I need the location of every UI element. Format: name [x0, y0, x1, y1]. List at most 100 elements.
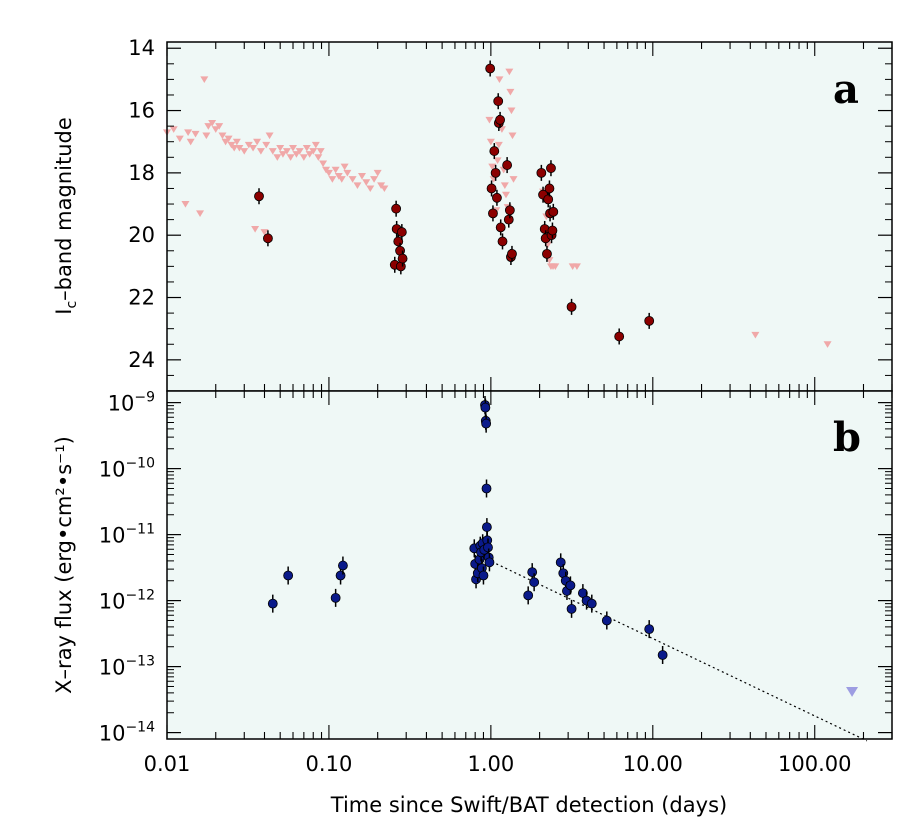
detection-point [391, 203, 402, 214]
panel-b-marks [267, 396, 868, 742]
detection-point [493, 96, 504, 107]
detection-point [543, 194, 554, 205]
detection-point [523, 590, 534, 601]
upper-limit-triangle [370, 176, 379, 183]
y-tick-label: 24 [128, 348, 155, 372]
detection-point [565, 580, 576, 591]
y-tick-label: 10−10 [99, 456, 155, 482]
detection-point [396, 227, 407, 237]
detection-point [330, 592, 341, 603]
detection-point [481, 522, 492, 532]
upper-limit-triangle [485, 116, 494, 124]
upper-limit-triangle [232, 138, 241, 146]
upper-limit-triangle [186, 138, 195, 146]
upper-limit-triangle [337, 176, 346, 183]
x-tick-label: 10.00 [623, 752, 683, 776]
detection-point [489, 146, 500, 156]
upper-limit-triangle [191, 130, 200, 138]
upper-limit-triangle [249, 144, 258, 152]
y-tick-base: 10 [99, 722, 126, 746]
y-tick-base: 10 [99, 524, 126, 548]
detection-point [478, 570, 489, 581]
upper-limit-triangle [324, 169, 333, 177]
upper-limit-triangle [202, 132, 211, 140]
panel-b-ylabel: X–ray flux (erg•cm²•s⁻¹) [52, 436, 76, 694]
upper-limit-triangle [262, 141, 271, 149]
y-tick-label: 10−12 [99, 588, 155, 614]
upper-limit-triangle [169, 126, 178, 133]
upper-limit-triangle [495, 76, 504, 83]
detection-point [527, 567, 538, 578]
detection-point [267, 598, 278, 609]
upper-limit-triangle [286, 154, 295, 161]
y-tick-base: 10 [99, 656, 126, 680]
upper-limit-triangle [289, 144, 298, 152]
panel-a-ylabel: Ic–band magnitude [52, 117, 80, 315]
upper-limit-triangle [251, 225, 260, 233]
upper-limit-triangle [282, 148, 291, 155]
detection-point [484, 557, 495, 568]
detection-point [335, 570, 346, 581]
upper-limit-triangle [373, 169, 382, 177]
detection-point [507, 248, 517, 259]
y-tick-base: 10 [99, 590, 126, 614]
y-tick-label: 18 [128, 161, 155, 185]
upper-limit-triangle [493, 157, 502, 165]
y-tick-base: 10 [108, 392, 135, 416]
upper-limit-triangle [319, 160, 328, 168]
upper-limit-triangle [846, 686, 859, 697]
detection-point [529, 577, 540, 588]
power-law-fit-line [487, 558, 868, 742]
upper-limit-triangle [488, 163, 497, 171]
detection-point [503, 214, 514, 225]
detection-point [490, 167, 501, 178]
upper-limit-triangle [256, 148, 265, 155]
upper-limit-triangle [505, 68, 514, 76]
y-tick-exponent: −13 [125, 654, 155, 670]
upper-limit-triangle [200, 76, 209, 83]
panel-b-background [167, 391, 892, 739]
upper-limit-triangle [278, 151, 287, 158]
upper-limit-triangle [273, 154, 282, 161]
upper-limit-triangle [331, 166, 340, 174]
detection-point [614, 331, 625, 342]
upper-limit-triangle [211, 126, 220, 133]
y-tick-label: 10−11 [99, 522, 155, 548]
x-tick-label: 1.00 [467, 752, 514, 776]
detection-point [566, 603, 577, 614]
detection-point [601, 615, 612, 626]
upper-limit-triangle [235, 144, 244, 152]
detection-point [657, 650, 668, 660]
upper-limit-triangle [494, 141, 503, 149]
detection-point [485, 63, 496, 74]
upper-limit-triangle [343, 169, 352, 177]
upper-limit-triangle [305, 151, 314, 158]
upper-limit-triangle [551, 263, 560, 270]
detection-point [548, 206, 559, 217]
upper-limit-triangle [314, 154, 323, 161]
upper-limit-triangle [240, 148, 249, 155]
detection-point [283, 570, 294, 581]
upper-limit-triangle [230, 144, 239, 152]
detection-point [480, 402, 491, 413]
y-tick-exponent: −9 [134, 390, 155, 406]
detection-point [586, 598, 597, 609]
upper-limit-triangle [196, 210, 205, 217]
y-tick-label: 14 [128, 36, 155, 60]
upper-limit-triangle [507, 107, 516, 115]
upper-limit-triangle [292, 151, 301, 158]
detection-point [495, 115, 505, 125]
upper-limit-triangle [265, 132, 274, 140]
detection-point [492, 192, 502, 203]
upper-limit-triangle [348, 176, 357, 183]
upper-limit-triangle [506, 88, 515, 96]
upper-limit-triangle [311, 141, 320, 149]
detection-point [544, 183, 555, 194]
detection-point [495, 222, 506, 233]
upper-limit-triangle [328, 176, 337, 183]
upper-limit-triangle [184, 129, 193, 136]
upper-limit-triangle [218, 132, 227, 140]
upper-limit-triangle [260, 229, 269, 236]
ylabel-sub: c [64, 301, 80, 309]
